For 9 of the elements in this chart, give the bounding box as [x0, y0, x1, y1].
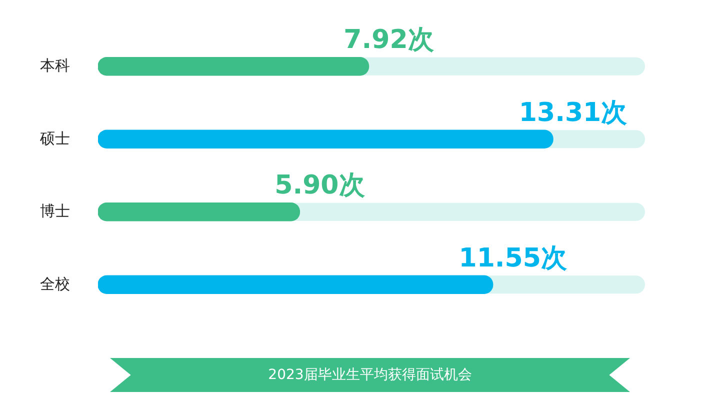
text: 2023届毕业生平均获得面试机会	[110, 358, 630, 392]
y-tick-label: 硕士	[39, 130, 70, 148]
y-tick-label: 博士	[40, 203, 70, 220]
y-tick-label: 全校	[40, 276, 70, 293]
y-tick-label: 本科	[40, 58, 70, 75]
data-label: 7.92次	[344, 25, 435, 56]
data-label: 11.55次	[458, 243, 568, 274]
data-label: 5.90次	[274, 170, 366, 201]
data-label: 13.31次	[518, 98, 628, 128]
